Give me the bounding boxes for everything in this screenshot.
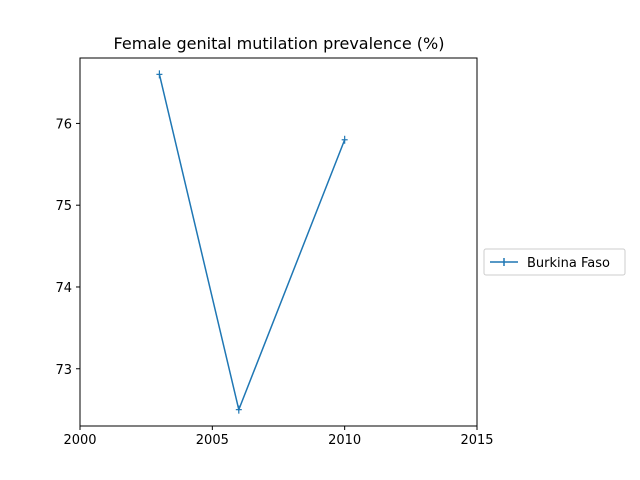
x-tick-label: 2005 <box>196 433 229 448</box>
legend: Burkina Faso <box>483 248 626 276</box>
legend-label-burkina-faso: Burkina Faso <box>527 256 610 271</box>
chart-title: Female genital mutilation prevalence (%) <box>114 34 445 53</box>
series-line <box>158 74 346 413</box>
series-layer <box>156 70 348 414</box>
data-point <box>341 135 348 144</box>
x-axis-ticks: 2000 2005 2010 2015 <box>63 426 494 448</box>
y-tick-label: 73 <box>55 363 72 378</box>
y-axis-ticks: 73 74 75 76 <box>55 117 80 378</box>
plot-frame <box>79 57 478 427</box>
legend-box <box>483 248 626 276</box>
x-tick-label: 2010 <box>328 433 361 448</box>
y-tick-label: 74 <box>55 281 72 296</box>
y-tick-label: 76 <box>55 117 72 132</box>
y-tick-label: 75 <box>55 199 72 214</box>
data-point <box>156 70 163 79</box>
x-tick-label: 2000 <box>63 433 96 448</box>
x-tick-label: 2015 <box>460 433 493 448</box>
data-point <box>235 405 242 414</box>
